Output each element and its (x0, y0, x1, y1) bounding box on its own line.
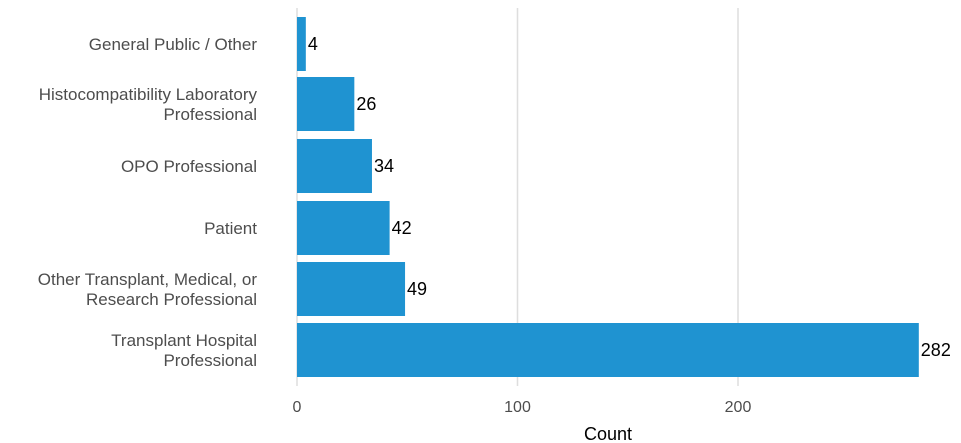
x-tick-label: 200 (725, 399, 752, 416)
bar (297, 262, 406, 316)
category-label-line: Histocompatibility Laboratory (39, 85, 258, 104)
category-label: Histocompatibility Laboratory Professiona… (39, 85, 258, 124)
x-axis-title: Count (584, 424, 632, 443)
data-labels: 4 26 34 42 49 282 (308, 34, 951, 360)
bars (297, 17, 919, 377)
bar (297, 323, 919, 377)
category-label-line: General Public / Other (89, 35, 258, 54)
bar (297, 77, 355, 131)
category-label: Patient (204, 219, 257, 238)
category-label-line: Professional (163, 105, 257, 124)
bar (297, 201, 390, 255)
x-tick-label: 100 (504, 399, 531, 416)
data-label: 42 (392, 218, 412, 238)
data-label: 26 (356, 94, 376, 114)
category-label: Other Transplant, Medical, or Research Pr… (38, 270, 258, 309)
category-label: General Public / Other (89, 35, 258, 54)
x-tick-label: 0 (293, 399, 302, 416)
data-label: 34 (374, 156, 394, 176)
category-label-line: Transplant Hospital (111, 331, 257, 350)
data-label: 4 (308, 34, 318, 54)
category-label-line: Professional (163, 351, 257, 370)
category-label: OPO Professional (121, 157, 257, 176)
x-tick-labels: 0 100 200 (293, 399, 752, 416)
category-label-line: Other Transplant, Medical, or (38, 270, 258, 289)
category-label-line: OPO Professional (121, 157, 257, 176)
category-label: Transplant Hospital Professional (111, 331, 257, 370)
category-labels: General Public / Other Histocompatibility… (38, 35, 258, 370)
data-label: 49 (407, 279, 427, 299)
bar (297, 139, 372, 193)
bar (297, 17, 306, 71)
data-label: 282 (921, 340, 951, 360)
category-label-line: Patient (204, 219, 257, 238)
category-label-line: Research Professional (86, 290, 257, 309)
